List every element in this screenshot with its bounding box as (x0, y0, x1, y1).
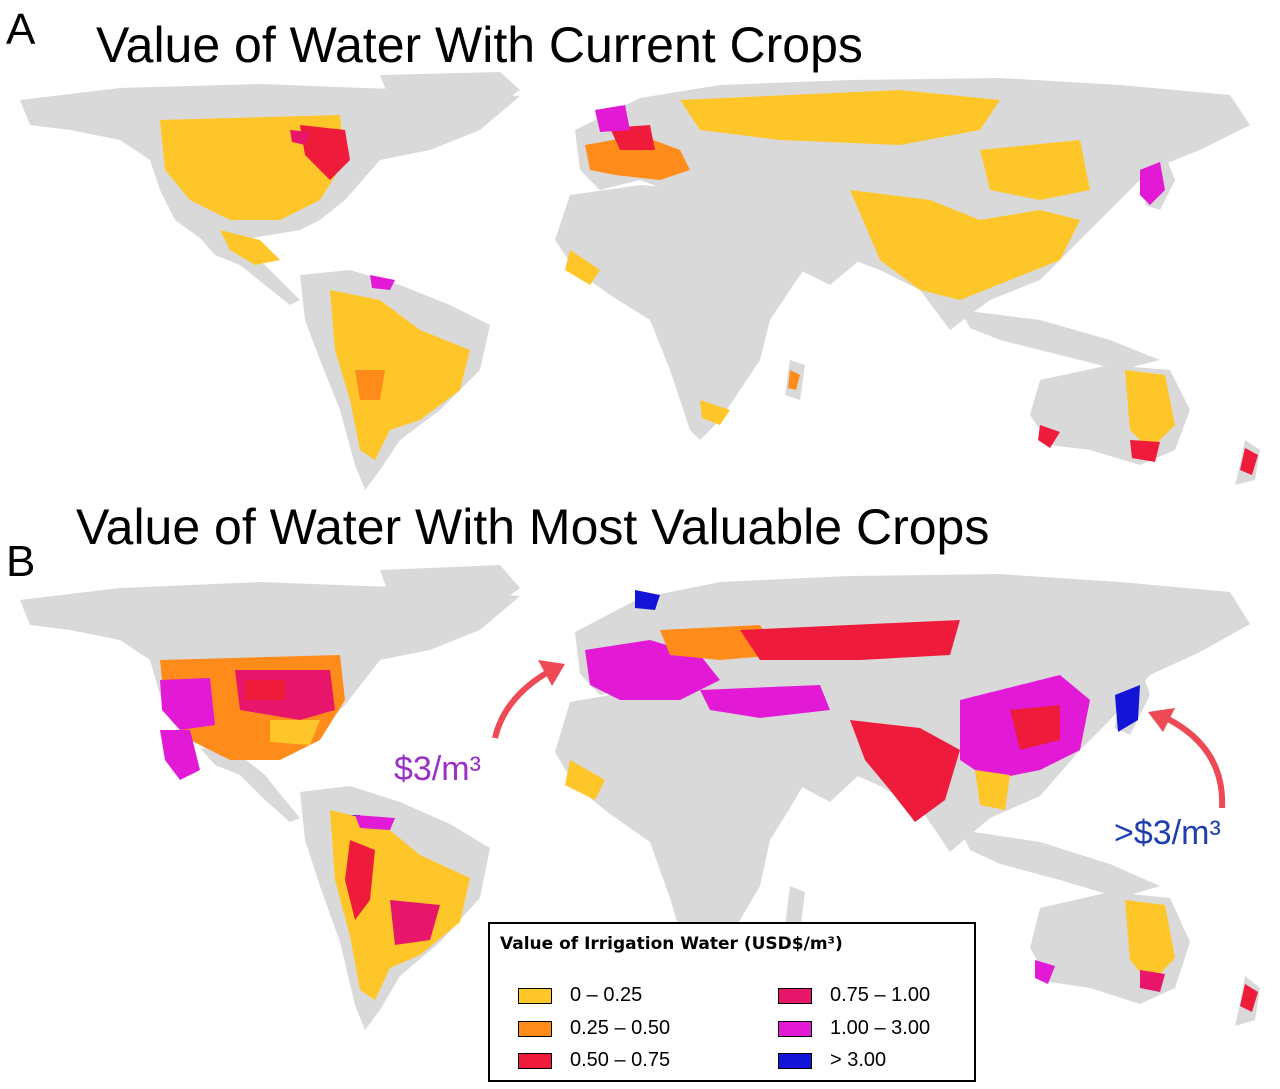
irrigation-values-a (160, 90, 1258, 475)
greenland (380, 565, 520, 625)
legend-swatch-3 (778, 987, 812, 1004)
panel-a-title: Value of Water With Current Crops (96, 17, 863, 73)
arrow-europe (492, 660, 565, 739)
legend-item-1: 0.25 – 0.50 (518, 1017, 670, 1040)
arabia (770, 220, 860, 285)
arabia (770, 730, 860, 802)
legend-swatch-5 (778, 1052, 812, 1069)
japan-value-label: >$3/m³ (1114, 814, 1221, 852)
africa (555, 185, 810, 440)
legend-label-0: 0 – 0.25 (570, 984, 643, 1006)
legend-item-0: 0 – 0.25 (518, 984, 642, 1007)
legend-item-4: 1.00 – 3.00 (778, 1017, 930, 1040)
legend: Value of Irrigation Water (USD$/m³) 0 – … (488, 922, 976, 1082)
legend-item-2: 0.50 – 0.75 (518, 1049, 670, 1072)
panel-b-title: Value of Water With Most Valuable Crops (76, 499, 990, 555)
legend-label-5: > 3.00 (830, 1049, 887, 1071)
arrow-japan (1148, 708, 1226, 809)
legend-label-2: 0.50 – 0.75 (570, 1049, 671, 1071)
central-america (200, 238, 300, 305)
legend-label-4: 1.00 – 3.00 (830, 1017, 931, 1039)
map-most-valuable-crops (20, 565, 1260, 1030)
se-asia (960, 830, 1160, 898)
legend-swatch-2 (518, 1052, 552, 1069)
madagascar (785, 886, 805, 932)
panel-b-letter: B (6, 537, 36, 586)
legend-swatch-0 (518, 987, 552, 1004)
legend-item-5: > 3.00 (778, 1049, 886, 1072)
panel-a-letter: A (6, 5, 36, 54)
legend-label-1: 0.25 – 0.50 (570, 1017, 671, 1039)
legend-title: Value of Irrigation Water (USD$/m³) (500, 934, 843, 954)
legend-swatch-4 (778, 1020, 812, 1037)
se-asia (960, 310, 1160, 370)
europe-value-label: $3/m³ (394, 750, 481, 788)
greenland (380, 72, 520, 125)
legend-swatch-1 (518, 1020, 552, 1037)
legend-label-3: 0.75 – 1.00 (830, 984, 931, 1006)
africa (555, 690, 810, 976)
irrigation-values-b (160, 590, 1258, 1012)
central-america (200, 748, 300, 822)
legend-item-3: 0.75 – 1.00 (778, 984, 930, 1007)
map-current-crops (20, 72, 1260, 490)
